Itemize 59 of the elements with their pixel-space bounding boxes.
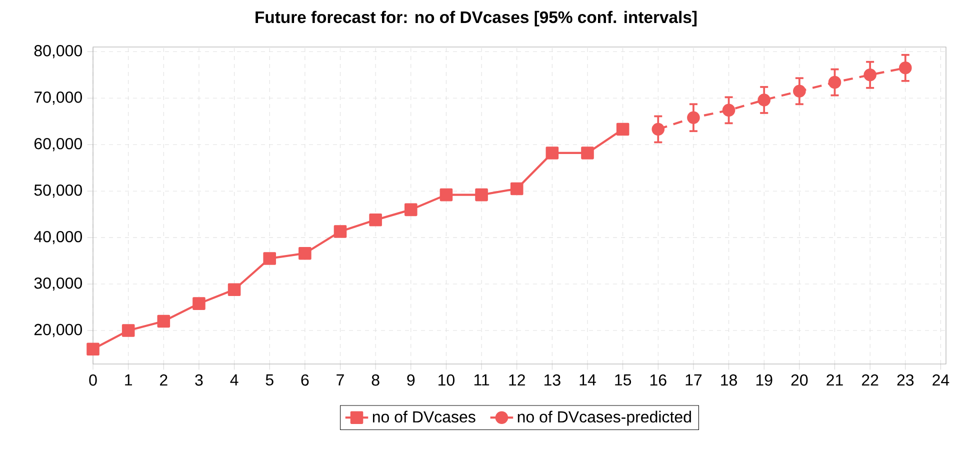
point xyxy=(581,146,594,160)
x-tick-label: 11 xyxy=(474,374,490,386)
x-tick-label: 10 xyxy=(438,374,454,386)
x-tick-label: 1 xyxy=(125,374,132,386)
y-tick-label: 60,000 xyxy=(34,138,82,152)
point xyxy=(864,68,876,82)
point xyxy=(652,122,665,136)
x-tick-label: 4 xyxy=(230,374,238,386)
point xyxy=(404,203,418,216)
x-tick-label: 24 xyxy=(932,374,950,386)
x-tick-label: 9 xyxy=(407,374,415,386)
legend-label: no of DVcases xyxy=(372,410,476,423)
x-tick-label: 6 xyxy=(301,374,309,386)
x-tick-label: 8 xyxy=(372,374,380,386)
x-tick-label: 21 xyxy=(826,374,843,386)
y-tick-label: 50,000 xyxy=(34,184,82,198)
point xyxy=(510,182,524,196)
x-tick-label: 0 xyxy=(89,374,97,386)
point xyxy=(86,342,100,356)
x-tick-label: 7 xyxy=(336,374,344,386)
point xyxy=(157,314,170,328)
x-tick-label: 13 xyxy=(544,374,560,386)
x-tick-label: 19 xyxy=(756,374,772,386)
x-tick-label: 12 xyxy=(509,374,525,386)
x-tick-label: 23 xyxy=(897,374,914,386)
point xyxy=(298,246,312,260)
x-tick-label: 15 xyxy=(615,374,632,386)
point xyxy=(475,188,488,202)
y-tick-label: 70,000 xyxy=(34,92,82,105)
point xyxy=(722,104,736,117)
point xyxy=(828,76,842,89)
legend-label: no of DVcases-predicted xyxy=(518,410,691,426)
point xyxy=(793,84,806,98)
chart-title: Future forecast for: no of DVcases [95% conf. intervals] xyxy=(256,10,697,26)
y-tick-label: 20,000 xyxy=(34,324,82,338)
x-tick-label: 3 xyxy=(195,374,203,386)
x-tick-label: 16 xyxy=(650,374,666,386)
point xyxy=(334,225,347,238)
x-tick-label: 5 xyxy=(266,374,274,386)
x-tick-label: 20 xyxy=(791,374,808,386)
point xyxy=(616,122,630,136)
x-tick-label: 17 xyxy=(686,374,702,386)
y-tick-label: 30,000 xyxy=(34,277,82,291)
point xyxy=(369,213,382,226)
point xyxy=(192,297,206,310)
point xyxy=(228,283,241,296)
point xyxy=(122,324,135,337)
point xyxy=(758,94,770,106)
point xyxy=(440,188,453,202)
y-tick-label: 80,000 xyxy=(34,45,82,58)
point xyxy=(263,252,276,265)
x-tick-label: 22 xyxy=(862,374,878,386)
x-tick-label: 14 xyxy=(580,374,596,386)
x-tick-label: 2 xyxy=(160,374,168,386)
x-tick-label: 18 xyxy=(721,374,737,386)
point xyxy=(898,62,912,74)
point xyxy=(687,111,700,124)
y-tick-label: 40,000 xyxy=(34,230,82,244)
point xyxy=(546,146,559,160)
